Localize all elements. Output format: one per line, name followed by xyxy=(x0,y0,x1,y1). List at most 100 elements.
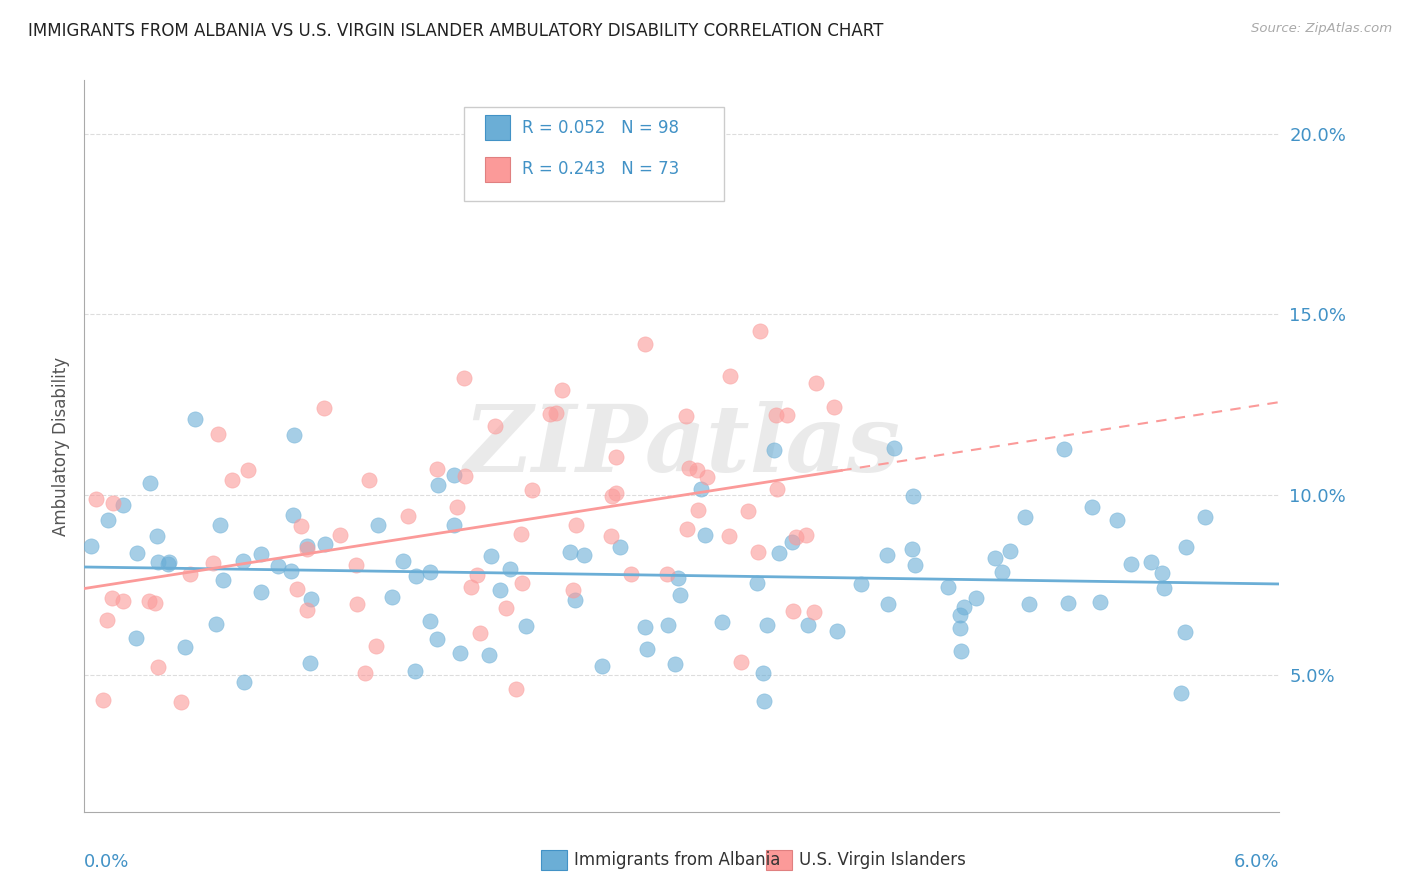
Point xyxy=(489,583,512,598)
Point xyxy=(876,548,898,562)
Text: Immigrants from Albania: Immigrants from Albania xyxy=(574,851,780,869)
Point xyxy=(664,657,686,672)
Point xyxy=(212,574,235,588)
Point xyxy=(657,618,679,632)
Point xyxy=(157,557,180,571)
Point xyxy=(825,624,848,638)
Point xyxy=(281,508,304,522)
Point xyxy=(1080,500,1102,514)
Point xyxy=(405,568,427,582)
Point xyxy=(454,469,477,483)
Point xyxy=(465,568,488,582)
Point xyxy=(250,585,273,599)
Point xyxy=(901,541,924,556)
Point xyxy=(97,513,120,527)
Point xyxy=(280,564,302,578)
Point xyxy=(398,509,420,524)
Point xyxy=(605,450,627,465)
Point xyxy=(84,492,107,507)
Point xyxy=(283,428,305,442)
Point xyxy=(419,565,441,579)
Point xyxy=(675,522,697,536)
Point xyxy=(1018,597,1040,611)
Point xyxy=(139,476,162,491)
Point xyxy=(381,590,404,604)
Point xyxy=(883,442,905,456)
Point xyxy=(145,529,167,543)
Point xyxy=(752,694,775,708)
Point xyxy=(689,482,711,496)
Point xyxy=(146,659,169,673)
Point xyxy=(780,534,803,549)
Text: 6.0%: 6.0% xyxy=(1234,854,1279,871)
Point xyxy=(1153,581,1175,595)
Point xyxy=(250,548,273,562)
Point xyxy=(112,498,135,512)
Point xyxy=(329,528,352,542)
Point xyxy=(515,618,537,632)
Point xyxy=(1119,558,1142,572)
Point xyxy=(949,607,972,622)
Point xyxy=(96,613,118,627)
Point xyxy=(804,376,827,390)
Point xyxy=(984,551,1007,566)
Point xyxy=(138,594,160,608)
Point xyxy=(901,489,924,503)
Point xyxy=(478,648,501,662)
Text: R = 0.243   N = 73: R = 0.243 N = 73 xyxy=(522,161,679,178)
Point xyxy=(510,576,533,591)
Point xyxy=(209,517,232,532)
Point xyxy=(148,555,170,569)
Point xyxy=(797,618,820,632)
Point xyxy=(600,489,623,503)
Point xyxy=(297,603,319,617)
Point xyxy=(572,548,595,562)
Point xyxy=(766,482,789,496)
Text: R = 0.052   N = 98: R = 0.052 N = 98 xyxy=(522,119,679,136)
Point xyxy=(564,592,586,607)
Point xyxy=(295,542,318,557)
Point xyxy=(666,571,689,585)
Point xyxy=(426,462,449,476)
Point xyxy=(693,528,716,542)
Point xyxy=(173,640,195,655)
Point xyxy=(737,504,759,518)
Point xyxy=(991,565,1014,579)
Point xyxy=(184,411,207,425)
Point xyxy=(965,591,987,605)
Point xyxy=(236,462,259,476)
Point xyxy=(357,474,380,488)
Point xyxy=(1194,510,1216,524)
Point xyxy=(1056,596,1078,610)
Point xyxy=(495,601,517,615)
Point xyxy=(877,597,900,611)
Point xyxy=(232,554,254,568)
Point xyxy=(295,540,318,554)
Point xyxy=(346,558,368,573)
Point xyxy=(558,545,581,559)
Point xyxy=(717,529,740,543)
Point xyxy=(468,625,491,640)
Point xyxy=(290,519,312,533)
Point xyxy=(443,468,465,483)
Point xyxy=(479,549,502,564)
Point xyxy=(505,682,527,697)
Point xyxy=(803,605,825,619)
Point xyxy=(127,546,149,560)
Point xyxy=(686,463,709,477)
Point xyxy=(427,478,450,492)
Point xyxy=(1170,685,1192,699)
Point xyxy=(298,656,321,670)
Text: 0.0%: 0.0% xyxy=(84,854,129,871)
Point xyxy=(755,618,778,632)
Point xyxy=(510,527,533,541)
Point xyxy=(1140,555,1163,569)
Point xyxy=(1053,442,1076,456)
Point xyxy=(747,545,769,559)
Point xyxy=(125,632,148,646)
Point xyxy=(600,528,623,542)
Point xyxy=(1014,510,1036,524)
Point xyxy=(657,567,679,582)
Point xyxy=(1174,625,1197,640)
Point xyxy=(718,368,741,383)
